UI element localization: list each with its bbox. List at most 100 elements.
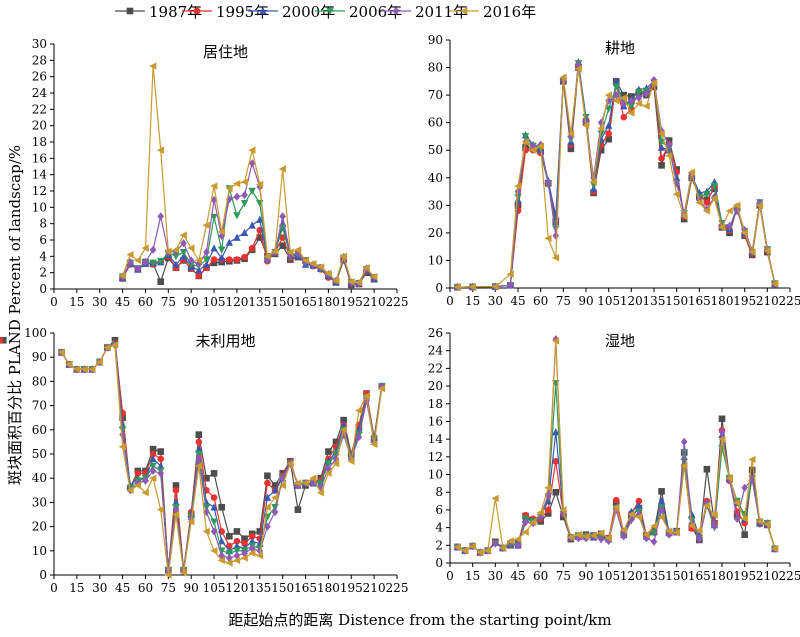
data-point: [95, 358, 104, 366]
data-point: [172, 246, 180, 254]
data-point: [628, 96, 635, 105]
data-point: [172, 253, 180, 261]
y-axis-label: 斑块面积百分比 PLAND Percent of landscap/%: [6, 145, 24, 485]
x-tick-label: 165: [688, 294, 711, 308]
data-point: [733, 201, 741, 210]
data-point: [179, 248, 188, 257]
x-tick-label: 225: [779, 569, 800, 583]
data-point: [492, 539, 499, 548]
data-point: [597, 146, 605, 154]
data-point: [241, 535, 248, 542]
data-point: [574, 65, 582, 73]
panel-title: 未利用地: [195, 332, 255, 350]
x-tick-label: 150: [271, 581, 294, 595]
data-point: [687, 522, 696, 530]
data-point: [589, 531, 597, 540]
data-point: [544, 510, 552, 517]
x-tick-label: 45: [510, 294, 525, 308]
data-point: [703, 465, 711, 473]
data-point: [695, 526, 703, 534]
data-point: [658, 155, 665, 162]
x-tick-label: 0: [50, 581, 58, 595]
x-tick-label: 30: [488, 569, 503, 583]
y-tick-label: 4: [39, 249, 47, 263]
data-point: [156, 505, 165, 514]
data-point: [202, 256, 211, 264]
data-point: [218, 231, 225, 241]
x-tick-label: 75: [161, 581, 176, 595]
data-point: [286, 459, 294, 468]
data-point: [301, 479, 309, 487]
data-point: [202, 498, 211, 506]
data-point: [225, 238, 234, 246]
data-point: [172, 487, 180, 494]
data-point: [529, 146, 537, 154]
legend-label: 2006年: [349, 2, 403, 21]
panel-title: 湿地: [605, 332, 635, 350]
series-2000年: [453, 428, 779, 556]
data-point: [755, 201, 764, 210]
x-tick-label: 0: [446, 294, 454, 308]
x-tick-label: 150: [665, 569, 688, 583]
data-point: [187, 256, 195, 265]
data-point: [642, 102, 650, 110]
data-point: [507, 281, 514, 290]
data-point: [248, 159, 256, 168]
data-point: [271, 507, 279, 517]
data-point: [453, 543, 461, 551]
data-point: [226, 256, 233, 263]
legend-swatch: [315, 7, 345, 15]
data-point: [718, 415, 726, 423]
data-point: [240, 199, 249, 208]
data-point: [665, 530, 673, 539]
data-point: [332, 454, 340, 463]
x-tick-label: 195: [733, 569, 756, 583]
data-point: [597, 535, 605, 544]
y-tick-label: 10: [428, 253, 443, 267]
data-point: [680, 437, 688, 446]
data-point: [733, 514, 741, 523]
data-point: [202, 503, 211, 512]
data-point: [202, 221, 210, 229]
data-point: [164, 571, 172, 579]
data-point: [612, 83, 620, 91]
data-point: [157, 469, 165, 478]
data-point: [544, 234, 552, 243]
data-point: [57, 348, 65, 357]
data-point: [142, 476, 149, 485]
data-point: [582, 121, 590, 130]
data-point: [461, 546, 469, 555]
data-point: [718, 435, 726, 443]
data-point: [627, 510, 635, 519]
data-point: [559, 73, 567, 81]
data-point: [194, 462, 203, 470]
data-point: [514, 535, 522, 543]
y-tick-label: 24: [32, 86, 48, 100]
data-point: [126, 486, 134, 494]
data-point: [65, 360, 73, 369]
data-point: [491, 494, 499, 503]
data-point: [149, 454, 157, 463]
panel-2: 0 10 20 30 40 50 60 70 80 90 0 15 30 45 60 75 90 105 120 13…: [428, 33, 800, 308]
data-point: [770, 280, 779, 288]
data-point: [226, 195, 233, 204]
data-point: [157, 455, 165, 463]
data-point: [256, 234, 264, 241]
data-point: [309, 478, 317, 488]
data-point: [650, 522, 658, 530]
data-point: [264, 522, 271, 531]
data-point: [118, 443, 126, 451]
legend-marker: [392, 6, 400, 16]
panel-title: 居住地: [203, 43, 248, 61]
data-point: [309, 474, 317, 482]
x-tick-label: 195: [340, 295, 363, 309]
data-point: [680, 212, 688, 221]
data-point: [612, 96, 620, 105]
y-tick-label: 26: [32, 70, 47, 84]
data-point: [657, 129, 665, 138]
x-tick-label: 195: [340, 581, 363, 595]
data-point: [514, 182, 522, 190]
data-point: [619, 526, 628, 534]
